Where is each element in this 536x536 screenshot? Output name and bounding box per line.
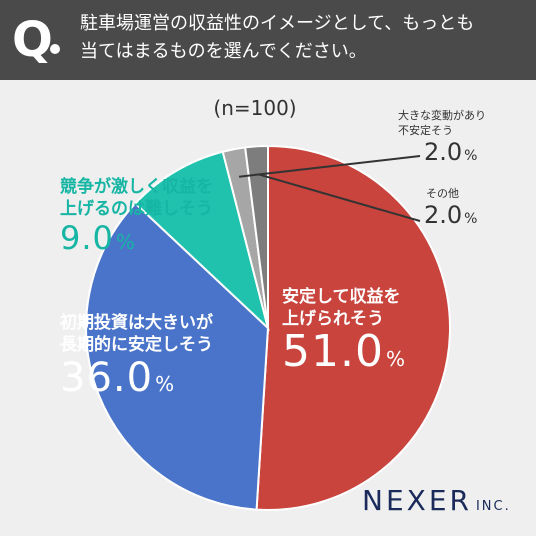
slice-category-line: 大きな変動があり (398, 109, 486, 122)
slice-label-other: その他 2.0% (424, 186, 478, 233)
question-line-2: 当てはまるものを選んでください。 (80, 41, 367, 62)
leader-line (238, 155, 421, 178)
slice-value-label: 51.0% (282, 326, 406, 377)
question-mark: Q (12, 12, 53, 68)
logo-suffix-text: INC. (475, 499, 511, 514)
slice-value-label: 9.0% (60, 219, 136, 257)
slice-label-unstable: 大きな変動があり 不安定そう 2.0% (398, 108, 486, 170)
pie-slice (244, 144, 269, 329)
company-logo: NEXER INC. (362, 484, 511, 517)
question-dot-icon (50, 44, 60, 54)
pie-slice (133, 150, 270, 332)
slice-label-stable: 安定して収益を 上げられそう 51.0% (282, 286, 406, 381)
sample-size-label: (n=100) (213, 96, 297, 120)
slice-value-label: 36.0% (60, 355, 176, 401)
slice-value-label: 2.0% (424, 201, 478, 229)
slice-category-line: 安定して収益を (282, 287, 401, 307)
slice-label-competitive: 競争が激しく収益を 上げるのは難しそう 9.0% (60, 176, 213, 260)
slice-category-line: 競争が激しく収益を (60, 177, 213, 197)
slice-category-line: 不安定そう (398, 124, 453, 137)
question-line-1: 駐車場運営の収益性のイメージとして、もっとも (80, 13, 475, 34)
slice-category-line: 上げられそう (282, 309, 384, 329)
leader-line (258, 173, 421, 222)
question-text: 駐車場運営の収益性のイメージとして、もっとも 当てはまるものを選んでください。 (80, 10, 530, 66)
slice-category-line: その他 (426, 187, 459, 200)
slice-category-line: 長期的に安定しそう (60, 335, 213, 355)
slice-category-line: 上げるのは難しそう (60, 199, 213, 219)
logo-main-text: NEXER (362, 484, 472, 517)
slice-value-label: 2.0% (424, 138, 478, 166)
pie-slice (85, 201, 270, 511)
slice-label-long-term: 初期投資は大きいが 長期的に安定しそう 36.0% (60, 312, 213, 406)
slice-category-line: 初期投資は大きいが (60, 313, 213, 333)
question-header: Q 駐車場運営の収益性のイメージとして、もっとも 当てはまるものを選んでください… (0, 0, 536, 80)
